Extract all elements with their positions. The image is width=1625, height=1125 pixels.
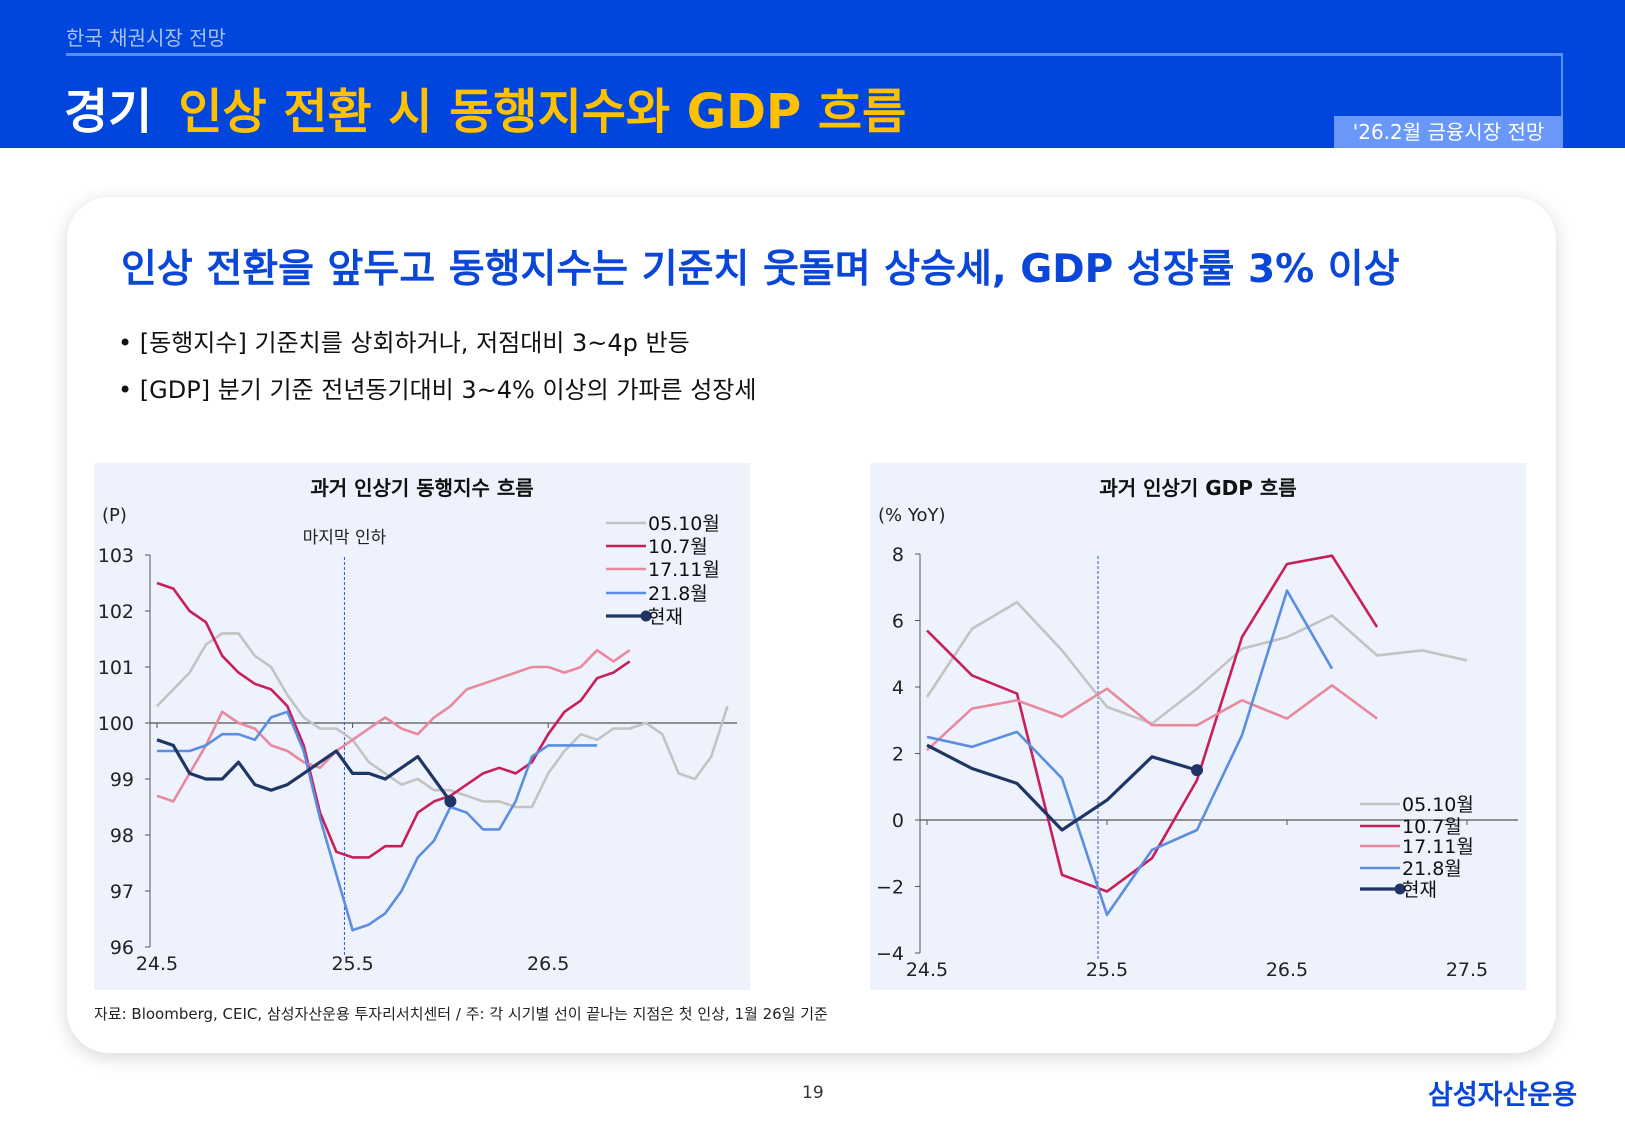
chart-gdp: 과거 인상기 GDP 흐름 (% YoY) −4 −2 0 2 4 6 8 24.5 25.5 26.… bbox=[870, 463, 1526, 990]
legend-marker bbox=[640, 610, 652, 622]
legend-label: 17.11월 bbox=[648, 559, 720, 581]
series-end-marker bbox=[444, 795, 457, 808]
series-line-0 bbox=[925, 600, 1468, 725]
chart-title: 과거 인상기 GDP 흐름 bbox=[1099, 476, 1296, 500]
legend-label: 21.8월 bbox=[1402, 858, 1462, 880]
series-line-1 bbox=[926, 554, 1379, 893]
legend-label: 10.7월 bbox=[1402, 816, 1462, 838]
y-tick-label: 4 bbox=[892, 677, 904, 699]
y-tick-label: −4 bbox=[876, 943, 904, 965]
report-badge: '26.2월 금융시장 전망 bbox=[1334, 116, 1563, 148]
y-tick-label: 99 bbox=[110, 769, 134, 791]
series-line-4 bbox=[926, 743, 1198, 832]
x-tick-label: 24.5 bbox=[906, 959, 948, 981]
section-label: 한국 채권시장 전망 bbox=[66, 26, 226, 50]
bullet-item: • [GDP] 분기 기준 전년동기대비 3~4% 이상의 가파른 성장세 bbox=[118, 376, 757, 404]
y-tick-label: 97 bbox=[110, 881, 134, 903]
y-tick-label: 100 bbox=[98, 713, 134, 735]
y-axis-unit: (P) bbox=[102, 505, 127, 526]
y-tick-label: 102 bbox=[98, 601, 134, 623]
title-text: 인상 전환 시 동행지수와 GDP 흐름 bbox=[178, 84, 907, 140]
y-tick-label: 2 bbox=[892, 744, 904, 766]
annotation-label: 마지막 인하 bbox=[303, 528, 387, 548]
legend-label: 10.7월 bbox=[648, 536, 708, 558]
x-tick-label: 26.5 bbox=[1266, 959, 1308, 981]
y-tick-label: 0 bbox=[892, 810, 904, 832]
chart-title: 과거 인상기 동행지수 흐름 bbox=[310, 476, 533, 500]
y-tick-label: 103 bbox=[98, 545, 134, 567]
header-bar: 한국 채권시장 전망 경기 인상 전환 시 동행지수와 GDP 흐름 '26.2월… bbox=[0, 0, 1625, 148]
source-note: 자료: Bloomberg, CEIC, 삼성자산운용 투자리서치센터 / 주:… bbox=[94, 1005, 828, 1023]
chart-coincident-index: 과거 인상기 동행지수 흐름 (P) 96 97 98 99 100 101 102 103 24.… bbox=[94, 463, 750, 990]
series-line-2 bbox=[926, 684, 1378, 752]
legend-label: 05.10월 bbox=[1402, 794, 1474, 816]
legend-label: 21.8월 bbox=[648, 583, 708, 605]
series-line-3 bbox=[926, 589, 1334, 917]
x-tick-label: 25.5 bbox=[331, 953, 373, 975]
legend-label: 05.10월 bbox=[648, 513, 720, 535]
x-tick-label: 26.5 bbox=[527, 953, 569, 975]
x-tick-label: 25.5 bbox=[1086, 959, 1128, 981]
series-line-3 bbox=[157, 710, 598, 932]
y-tick-label: 8 bbox=[892, 544, 904, 566]
y-tick-label: 101 bbox=[98, 657, 134, 679]
headline: 인상 전환을 앞두고 동행지수는 기준치 웃돌며 상승세, GDP 성장률 3%… bbox=[121, 247, 1400, 292]
page-number: 19 bbox=[802, 1083, 824, 1103]
series-end-marker bbox=[1191, 764, 1203, 777]
y-tick-label: 6 bbox=[892, 611, 904, 633]
series-line-0 bbox=[156, 632, 729, 809]
legend-label: 현재 bbox=[648, 606, 683, 628]
bullet-item: • [동행지수] 기준치를 상회하거나, 저점대비 3~4p 반등 bbox=[118, 329, 690, 357]
legend-label: 17.11월 bbox=[1402, 836, 1474, 858]
x-tick-label: 24.5 bbox=[136, 953, 178, 975]
x-tick-label: 27.5 bbox=[1446, 959, 1488, 981]
y-tick-label: −2 bbox=[876, 877, 904, 899]
legend-marker bbox=[1394, 883, 1406, 895]
y-tick-label: 98 bbox=[110, 825, 134, 847]
y-axis-unit: (% YoY) bbox=[878, 505, 945, 526]
y-tick-label: 96 bbox=[110, 937, 134, 959]
series-line-4 bbox=[156, 738, 452, 803]
series-line-1 bbox=[156, 581, 631, 859]
page-title: 경기 인상 전환 시 동행지수와 GDP 흐름 bbox=[64, 72, 906, 142]
company-logo: 삼성자산운용 bbox=[1428, 1080, 1578, 1111]
category-label: 경기 bbox=[64, 84, 153, 140]
series-line-2 bbox=[156, 648, 631, 803]
header-frame bbox=[66, 53, 1563, 123]
legend-label: 현재 bbox=[1402, 879, 1437, 901]
